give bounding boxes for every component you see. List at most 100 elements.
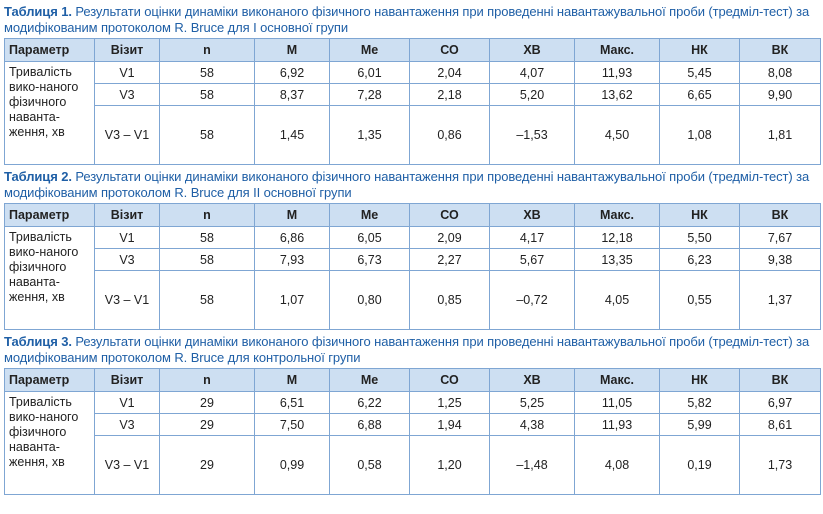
data-cell: 5,50: [659, 226, 740, 249]
data-cell: 5,25: [489, 391, 575, 414]
data-cell: 7,50: [254, 413, 330, 436]
data-row: Тривалість вико-наного фізичного наванта…: [4, 61, 821, 165]
header-cell: НК: [659, 203, 740, 227]
data-cell: 29: [159, 391, 255, 414]
header-cell: НК: [659, 368, 740, 392]
data-cell: 6,86: [254, 226, 330, 249]
data-cell: 2,04: [409, 61, 490, 84]
data-row: V3 58 7,93 6,73 2,27 5,67 13,35 6,23 9,38: [5, 248, 821, 271]
data-cell: 2,18: [409, 83, 490, 106]
header-row: Параметр Візит n М Ме СО ХВ Макс. НК ВК: [4, 368, 821, 392]
header-cell: Візит: [94, 203, 160, 227]
data-cell: 29: [159, 435, 255, 495]
data-cell: 6,97: [739, 391, 821, 414]
caption-text: Результати оцінки динаміки виконаного фі…: [4, 334, 810, 365]
data-cell: 1,94: [409, 413, 490, 436]
data-cell: 1,81: [739, 105, 821, 165]
data-cell: 7,28: [329, 83, 410, 106]
header-cell: М: [254, 203, 330, 227]
header-row: Параметр Візит n М Ме СО ХВ Макс. НК ВК: [4, 203, 821, 227]
data-cell: V3 – V1: [94, 435, 160, 495]
data-cell: –0,72: [489, 270, 575, 330]
data-row: V3 29 7,50 6,88 1,94 4,38 11,93 5,99 8,61: [5, 413, 821, 436]
parameter-cell: Тривалість вико-наного фізичного наванта…: [4, 391, 95, 495]
data-cell: 7,67: [739, 226, 821, 249]
data-cell: 58: [159, 226, 255, 249]
data-table: Параметр Візит n М Ме СО ХВ Макс. НК ВК Тривалість…: [4, 203, 821, 330]
data-cell: 4,05: [574, 270, 660, 330]
data-cell: 9,38: [739, 248, 821, 271]
data-cell: 9,90: [739, 83, 821, 106]
header-cell: Ме: [329, 203, 410, 227]
data-cell: 2,27: [409, 248, 490, 271]
data-cell: 0,99: [254, 435, 330, 495]
table-label: Таблиця 3.: [4, 334, 72, 349]
header-cell: n: [159, 38, 255, 62]
header-cell: Візит: [94, 368, 160, 392]
data-cell: 0,85: [409, 270, 490, 330]
header-cell: Параметр: [4, 203, 95, 227]
data-cell: 5,99: [659, 413, 740, 436]
header-cell: ХВ: [489, 38, 575, 62]
data-cell: 29: [159, 413, 255, 436]
header-row: Параметр Візит n М Ме СО ХВ Макс. НК ВК: [4, 38, 821, 62]
header-cell: n: [159, 368, 255, 392]
data-cell: 6,73: [329, 248, 410, 271]
data-cell: 1,20: [409, 435, 490, 495]
data-cell: 6,88: [329, 413, 410, 436]
header-cell: Параметр: [4, 368, 95, 392]
data-cell: 11,05: [574, 391, 660, 414]
data-cell: 1,08: [659, 105, 740, 165]
data-cell: 7,93: [254, 248, 330, 271]
data-cell: 6,65: [659, 83, 740, 106]
data-table: Параметр Візит n М Ме СО ХВ Макс. НК ВК Тривалість…: [4, 368, 821, 495]
parameter-cell: Тривалість вико-наного фізичного наванта…: [4, 61, 95, 165]
data-cell: V3 – V1: [94, 105, 160, 165]
data-cell: 8,08: [739, 61, 821, 84]
caption-text: Результати оцінки динаміки виконаного фі…: [4, 4, 810, 35]
data-row: V3 – V1 29 0,99 0,58 1,20 –1,48 4,08 0,19 1,73: [5, 435, 821, 495]
data-cell: V1: [94, 226, 160, 249]
header-cell: М: [254, 368, 330, 392]
header-cell: СО: [409, 38, 490, 62]
data-cell: 5,20: [489, 83, 575, 106]
header-cell: Параметр: [4, 38, 95, 62]
data-cell: 12,18: [574, 226, 660, 249]
data-cell: 6,23: [659, 248, 740, 271]
data-cell: 4,50: [574, 105, 660, 165]
data-cell: –1,48: [489, 435, 575, 495]
data-cell: V3: [94, 83, 160, 106]
data-row: Тривалість вико-наного фізичного наванта…: [4, 391, 821, 495]
data-cell: 4,07: [489, 61, 575, 84]
data-cell: 4,08: [574, 435, 660, 495]
data-cell: 58: [159, 105, 255, 165]
caption-text: Результати оцінки динаміки виконаного фі…: [4, 169, 810, 200]
data-cell: –1,53: [489, 105, 575, 165]
data-cell: 6,22: [329, 391, 410, 414]
data-cell: 13,35: [574, 248, 660, 271]
header-cell: ХВ: [489, 368, 575, 392]
data-row: V3 – V1 58 1,45 1,35 0,86 –1,53 4,50 1,08 1,81: [5, 105, 821, 165]
data-cell: V3: [94, 248, 160, 271]
header-cell: Макс.: [574, 368, 660, 392]
data-row: Тривалість вико-наного фізичного наванта…: [4, 226, 821, 330]
header-cell: n: [159, 203, 255, 227]
data-cell: 13,62: [574, 83, 660, 106]
data-cell: 0,55: [659, 270, 740, 330]
header-cell: Макс.: [574, 38, 660, 62]
header-cell: Макс.: [574, 203, 660, 227]
table-caption: Таблиця 1. Результати оцінки динаміки ви…: [4, 4, 820, 38]
data-cell: 58: [159, 61, 255, 84]
header-cell: ХВ: [489, 203, 575, 227]
data-row: V3 – V1 58 1,07 0,80 0,85 –0,72 4,05 0,55 1,37: [5, 270, 821, 330]
header-cell: Ме: [329, 368, 410, 392]
data-cell: 6,92: [254, 61, 330, 84]
data-cell: V1: [94, 391, 160, 414]
data-cell: 11,93: [574, 413, 660, 436]
data-cell: 6,01: [329, 61, 410, 84]
data-cell: 1,25: [409, 391, 490, 414]
data-cell: 0,58: [329, 435, 410, 495]
data-cell: V3 – V1: [94, 270, 160, 330]
table-label: Таблиця 2.: [4, 169, 72, 184]
